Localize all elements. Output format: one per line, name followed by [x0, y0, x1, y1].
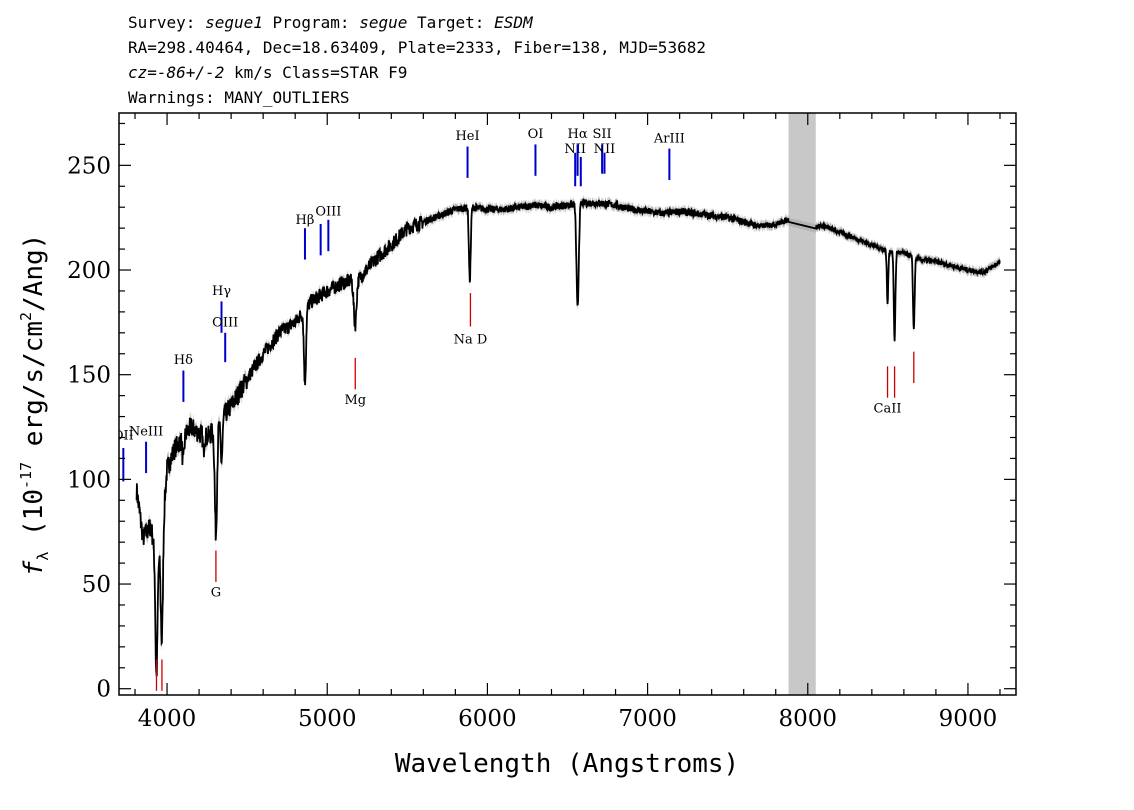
survey-value: segue1	[205, 13, 263, 32]
x-tick-label-5: 9000	[939, 706, 998, 732]
emission-line-label-5: Hβ	[296, 213, 315, 228]
header-line-3: cz=-86+/-2 km/s Class=STAR F9	[128, 63, 407, 82]
y-axis-square: 2	[17, 312, 35, 321]
emission-line-label-1: NeIII	[129, 424, 163, 439]
y-tick-label-1: 50	[82, 572, 111, 598]
y-axis-subscript: λ	[34, 552, 52, 561]
y-axis-unit-end: /Ang)	[19, 234, 49, 312]
y-tick-label-0: 0	[96, 677, 111, 703]
absorption-line-label-5: CaII	[874, 401, 902, 416]
y-axis-title: fλ (10-17 erg/s/cm2/Ang)	[17, 234, 52, 577]
y-axis-symbol: f	[19, 560, 49, 576]
target-value: ESDM	[494, 13, 534, 32]
masked-region	[788, 113, 816, 695]
cz-unit-class: km/s Class=STAR F9	[224, 63, 407, 82]
emission-line-label-9: OI	[528, 127, 544, 142]
emission-line-label-4: OIII	[212, 316, 238, 331]
plot-frame	[118, 112, 1017, 696]
x-tick-label-3: 7000	[618, 706, 677, 732]
target-label: Target:	[407, 13, 494, 32]
y-axis-exponent: -17	[17, 462, 35, 489]
absorption-line-label-4: Na D	[454, 332, 488, 347]
y-tick-label-4: 200	[67, 258, 111, 284]
cz-value: =-86+/-2	[147, 63, 224, 82]
emission-line-label-15: ArIII	[653, 131, 685, 146]
y-tick-label-5: 250	[67, 153, 111, 179]
emission-line-label-7: OIII	[315, 205, 341, 220]
y-tick-label-3: 150	[67, 363, 111, 389]
emission-line-label-0: OII	[113, 429, 134, 444]
emission-line-label-2: Hδ	[174, 353, 193, 368]
emission-line-label-3: Hγ	[212, 284, 231, 299]
program-value: segue	[359, 13, 407, 32]
emission-line-label-10: NII	[564, 142, 586, 157]
header-line-1: Survey: segue1 Program: segue Target: ES…	[128, 13, 534, 32]
x-tick-label-2: 6000	[458, 706, 517, 732]
survey-label: Survey:	[128, 13, 205, 32]
y-axis-unit: (10	[19, 489, 49, 552]
header-line-2: RA=298.40464, Dec=18.63409, Plate=2333, …	[128, 38, 706, 57]
y-axis-title-text: fλ (10-17 erg/s/cm2/Ang)	[17, 234, 52, 577]
x-tick-label-1: 5000	[298, 706, 357, 732]
x-tick-label-4: 8000	[778, 706, 837, 732]
axes: 4000 5000 6000 7000 8000 9000 0 50 100 150 200 250	[67, 112, 1017, 732]
chart-header: Survey: segue1 Program: segue Target: ES…	[128, 13, 706, 107]
header-line-4: Warnings: MANY_OUTLIERS	[128, 88, 350, 107]
emission-line-label-13: SII	[593, 127, 612, 142]
x-tick-label-0: 4000	[138, 706, 197, 732]
emission-line-label-14: NII	[594, 142, 616, 157]
y-tick-label-2: 100	[67, 467, 111, 493]
y-axis-unit-mid: erg/s/cm	[19, 321, 49, 462]
absorption-line-label-2: G	[211, 586, 221, 601]
emission-line-label-8: HeI	[455, 129, 479, 144]
program-label: Program:	[263, 13, 359, 32]
error-band	[136, 195, 1001, 683]
spectrum-line	[135, 198, 1001, 677]
cz-label: cz	[128, 63, 147, 82]
absorption-line-label-3: Mg	[344, 393, 366, 408]
x-axis-title: Wavelength (Angstroms)	[395, 749, 739, 779]
emission-line-label-11: Hα	[568, 127, 588, 142]
